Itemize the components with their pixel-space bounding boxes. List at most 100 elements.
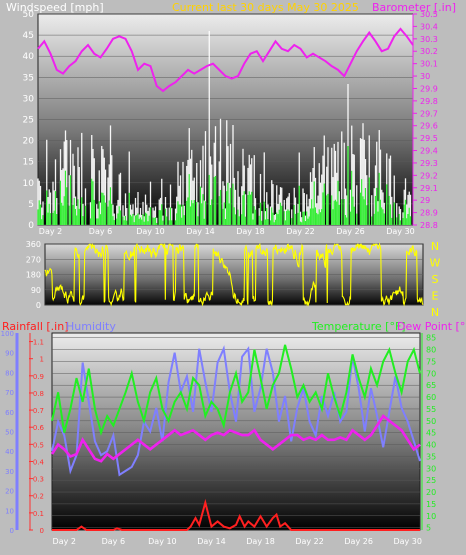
- day-label: Day 14: [197, 537, 226, 546]
- barometer-tick-label: 29: [420, 196, 430, 205]
- temperature-tick-label: 20: [426, 488, 436, 497]
- barometer-tick-label: 29.6: [420, 122, 438, 131]
- humidity-title: Humidity: [66, 320, 116, 333]
- barometer-tick-label: 29.4: [420, 147, 438, 156]
- windspeed-tick-label: 10: [23, 179, 35, 189]
- temperature-tick-label: 75: [426, 357, 436, 366]
- humidity-tick-label: 30: [5, 468, 14, 476]
- temperature-tick-label: 60: [426, 393, 436, 402]
- wind-direction-line: [44, 242, 424, 307]
- barometer-tick-label: 30.3: [420, 35, 438, 44]
- day-label: Day 30: [393, 537, 422, 546]
- temperature-tick-label: 35: [426, 452, 436, 461]
- rainfall-tick-label: 0.4: [33, 458, 45, 466]
- day-label: Day 6: [89, 227, 112, 236]
- day-label: Day 30: [386, 227, 415, 236]
- day-label: Day 18: [246, 537, 275, 546]
- windspeed-tick-label: 30: [23, 94, 35, 104]
- humidity-tick-label: 70: [5, 389, 14, 397]
- humidity-tick-label: 50: [5, 429, 14, 437]
- humidity-tick-label: 60: [5, 409, 14, 417]
- day-label: Day 14: [186, 227, 215, 236]
- temperature-tick-label: 80: [426, 346, 436, 355]
- day-label: Day 10: [136, 227, 165, 236]
- barometer-tick-label: 29.8: [420, 97, 438, 106]
- direction-tick-label: 270: [26, 255, 41, 264]
- temperature-tick-label: 30: [426, 464, 436, 473]
- temperature-tick-label: 40: [426, 441, 436, 450]
- humidity-tick-label: 0: [10, 527, 14, 535]
- temperature-tick-label: 25: [426, 476, 436, 485]
- windspeed-title: Windspeed [mph]: [6, 1, 104, 14]
- rainfall-tick-label: 0.2: [33, 493, 44, 501]
- barometer-tick-label: 30: [420, 72, 430, 81]
- barometer-tick-label: 29.9: [420, 84, 438, 93]
- day-label: Day 6: [102, 537, 125, 546]
- windspeed-tick-label: 5: [28, 200, 34, 210]
- day-label: Day 2: [39, 227, 62, 236]
- humidity-line: [51, 345, 421, 477]
- dewpoint-title: Dew Point [°F]: [397, 320, 466, 333]
- day-label: Day 22: [286, 227, 315, 236]
- rainfall-title: Rainfall [.in]: [2, 320, 69, 333]
- compass-label: N: [431, 240, 439, 253]
- compass-label: S: [432, 273, 439, 286]
- temperature-tick-label: 15: [426, 500, 436, 509]
- humidity-tick-label: 100: [1, 330, 14, 338]
- day-label: Day 22: [295, 537, 324, 546]
- temperature-tick-label: 70: [426, 369, 436, 378]
- rainfall-tick-label: 0.9: [33, 373, 44, 381]
- barometer-tick-label: 30.4: [420, 22, 438, 31]
- rainfall-tick-label: 0.3: [33, 476, 44, 484]
- barometer-tick-label: 29.1: [420, 184, 438, 193]
- barometer-title: Barometer [.in]: [372, 1, 456, 14]
- humidity-tick-label: 10: [5, 507, 14, 515]
- dewpoint-line: [50, 414, 421, 463]
- windspeed-tick-label: 45: [23, 31, 34, 41]
- direction-tick-label: 180: [26, 271, 41, 280]
- direction-tick-label: 360: [26, 240, 41, 249]
- barometer-tick-label: 29.7: [420, 109, 438, 118]
- rainfall-tick-label: 0.5: [33, 441, 44, 449]
- windspeed-tick-label: 20: [23, 137, 35, 147]
- current-title: Current last 30 days May 30 2025: [172, 1, 359, 14]
- windspeed-tick-label: 50: [23, 10, 35, 20]
- compass-label: E: [432, 290, 439, 303]
- barometer-tick-label: 30.2: [420, 47, 438, 56]
- windspeed-tick-label: 25: [23, 116, 34, 126]
- temperature-title: Temperature [°F]: [312, 320, 406, 333]
- barometer-line: [37, 27, 414, 93]
- compass-label: N: [431, 306, 439, 319]
- rainfall-tick-label: 0.8: [33, 390, 44, 398]
- windspeed-tick-label: 40: [23, 52, 35, 62]
- compass-label: W: [430, 257, 441, 270]
- humidity-tick-label: 90: [5, 350, 14, 358]
- rainfall-tick-label: 1: [40, 356, 44, 364]
- rainfall-tick-label: 0.6: [33, 424, 45, 432]
- barometer-tick-label: 28.8: [420, 221, 438, 230]
- temperature-tick-label: 45: [426, 429, 436, 438]
- day-label: Day 26: [344, 537, 373, 546]
- rainfall-tick-label: 0: [40, 527, 44, 535]
- temperature-tick-label: 65: [426, 381, 436, 390]
- temperature-tick-label: 5: [426, 524, 431, 533]
- barometer-tick-label: 29.5: [420, 134, 438, 143]
- rainfall-tick-label: 0.1: [33, 510, 44, 518]
- humidity-tick-label: 40: [5, 448, 14, 456]
- humidity-tick-label: 80: [5, 369, 14, 377]
- barometer-tick-label: 30.5: [420, 10, 438, 19]
- windspeed-tick-label: 15: [23, 158, 34, 168]
- barometer-tick-label: 29.2: [420, 171, 438, 180]
- windspeed-tick-label: 35: [23, 73, 34, 83]
- humidity-tick-label: 20: [5, 488, 14, 496]
- day-label: Day 26: [336, 227, 365, 236]
- direction-tick-label: 90: [31, 286, 41, 295]
- rainfall-tick-label: 1.1: [33, 339, 44, 347]
- temperature-line: [51, 344, 421, 437]
- barometer-tick-label: 30.1: [420, 60, 438, 69]
- day-label: Day 2: [53, 537, 76, 546]
- day-label: Day 18: [236, 227, 265, 236]
- temperature-tick-label: 85: [426, 334, 436, 343]
